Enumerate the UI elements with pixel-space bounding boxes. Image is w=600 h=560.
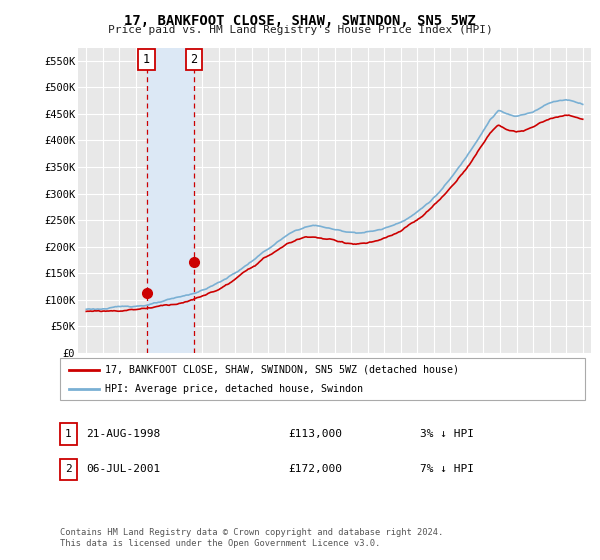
Text: Contains HM Land Registry data © Crown copyright and database right 2024.
This d: Contains HM Land Registry data © Crown c…: [60, 528, 443, 548]
Text: 2: 2: [190, 53, 197, 66]
Text: 06-JUL-2001: 06-JUL-2001: [86, 464, 160, 474]
Bar: [146, 48, 194, 353]
Text: Price paid vs. HM Land Registry's House Price Index (HPI): Price paid vs. HM Land Registry's House …: [107, 25, 493, 35]
Text: 2: 2: [65, 464, 72, 474]
Text: 1: 1: [65, 429, 72, 439]
Text: £172,000: £172,000: [288, 464, 342, 474]
Text: 21-AUG-1998: 21-AUG-1998: [86, 429, 160, 439]
Text: £113,000: £113,000: [288, 429, 342, 439]
Text: 17, BANKFOOT CLOSE, SHAW, SWINDON, SN5 5WZ: 17, BANKFOOT CLOSE, SHAW, SWINDON, SN5 5…: [124, 14, 476, 28]
Text: HPI: Average price, detached house, Swindon: HPI: Average price, detached house, Swin…: [105, 384, 363, 394]
Text: 17, BANKFOOT CLOSE, SHAW, SWINDON, SN5 5WZ (detached house): 17, BANKFOOT CLOSE, SHAW, SWINDON, SN5 5…: [105, 365, 459, 375]
Text: 3% ↓ HPI: 3% ↓ HPI: [420, 429, 474, 439]
Text: 7% ↓ HPI: 7% ↓ HPI: [420, 464, 474, 474]
Text: 1: 1: [143, 53, 150, 66]
